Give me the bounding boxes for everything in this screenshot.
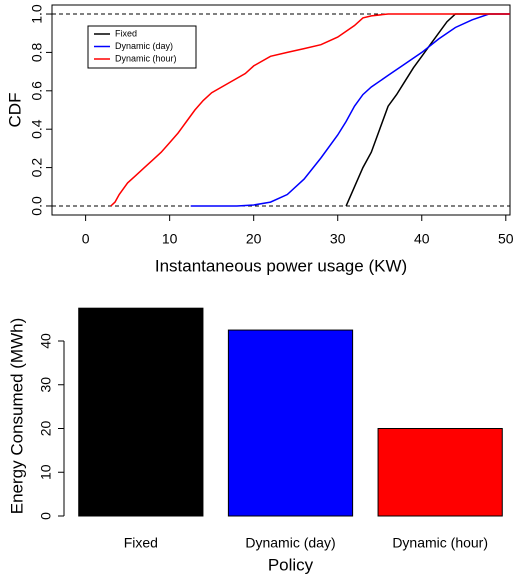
series-line: [345, 13, 510, 207]
x-axis-label: Instantaneous power usage (KW): [155, 256, 407, 275]
legend-label: Dynamic (hour): [115, 53, 177, 63]
y-tick-label: 0.6: [29, 81, 45, 101]
x-tick-label: 0: [82, 231, 90, 247]
y-tick-label: 40: [38, 333, 54, 349]
x-tick-label: Dynamic (hour): [392, 535, 488, 551]
plot-frame: [51, 4, 511, 216]
y-tick-label: 0.0: [29, 196, 45, 216]
x-tick-label: 50: [498, 231, 514, 247]
x-axis-label: Policy: [268, 555, 314, 574]
x-tick-label: Fixed: [124, 535, 158, 551]
y-tick-label: 0.4: [29, 119, 45, 139]
bar: [227, 329, 354, 517]
x-tick-label: 40: [414, 231, 430, 247]
y-tick-label: 20: [38, 421, 54, 437]
y-tick-label: 0.8: [29, 42, 45, 62]
y-tick-label: 30: [38, 377, 54, 393]
x-tick-label: Dynamic (day): [245, 535, 335, 551]
y-axis-label: Energy Consumed (MWh): [7, 318, 26, 515]
bar: [377, 428, 503, 517]
series-line: [110, 13, 510, 207]
bar: [78, 307, 204, 517]
x-tick-label: 30: [330, 231, 346, 247]
y-tick-label: 0.2: [29, 158, 45, 178]
x-tick-label: 20: [246, 231, 262, 247]
series-line: [190, 13, 510, 207]
legend-label: Dynamic (day): [115, 41, 173, 51]
legend-label: Fixed: [115, 28, 137, 38]
y-tick-label: 10: [38, 464, 54, 480]
y-axis-label: CDF: [5, 93, 24, 128]
y-tick-label: 0: [38, 512, 54, 520]
y-tick-label: 1.0: [29, 4, 45, 24]
x-tick-label: 10: [162, 231, 178, 247]
